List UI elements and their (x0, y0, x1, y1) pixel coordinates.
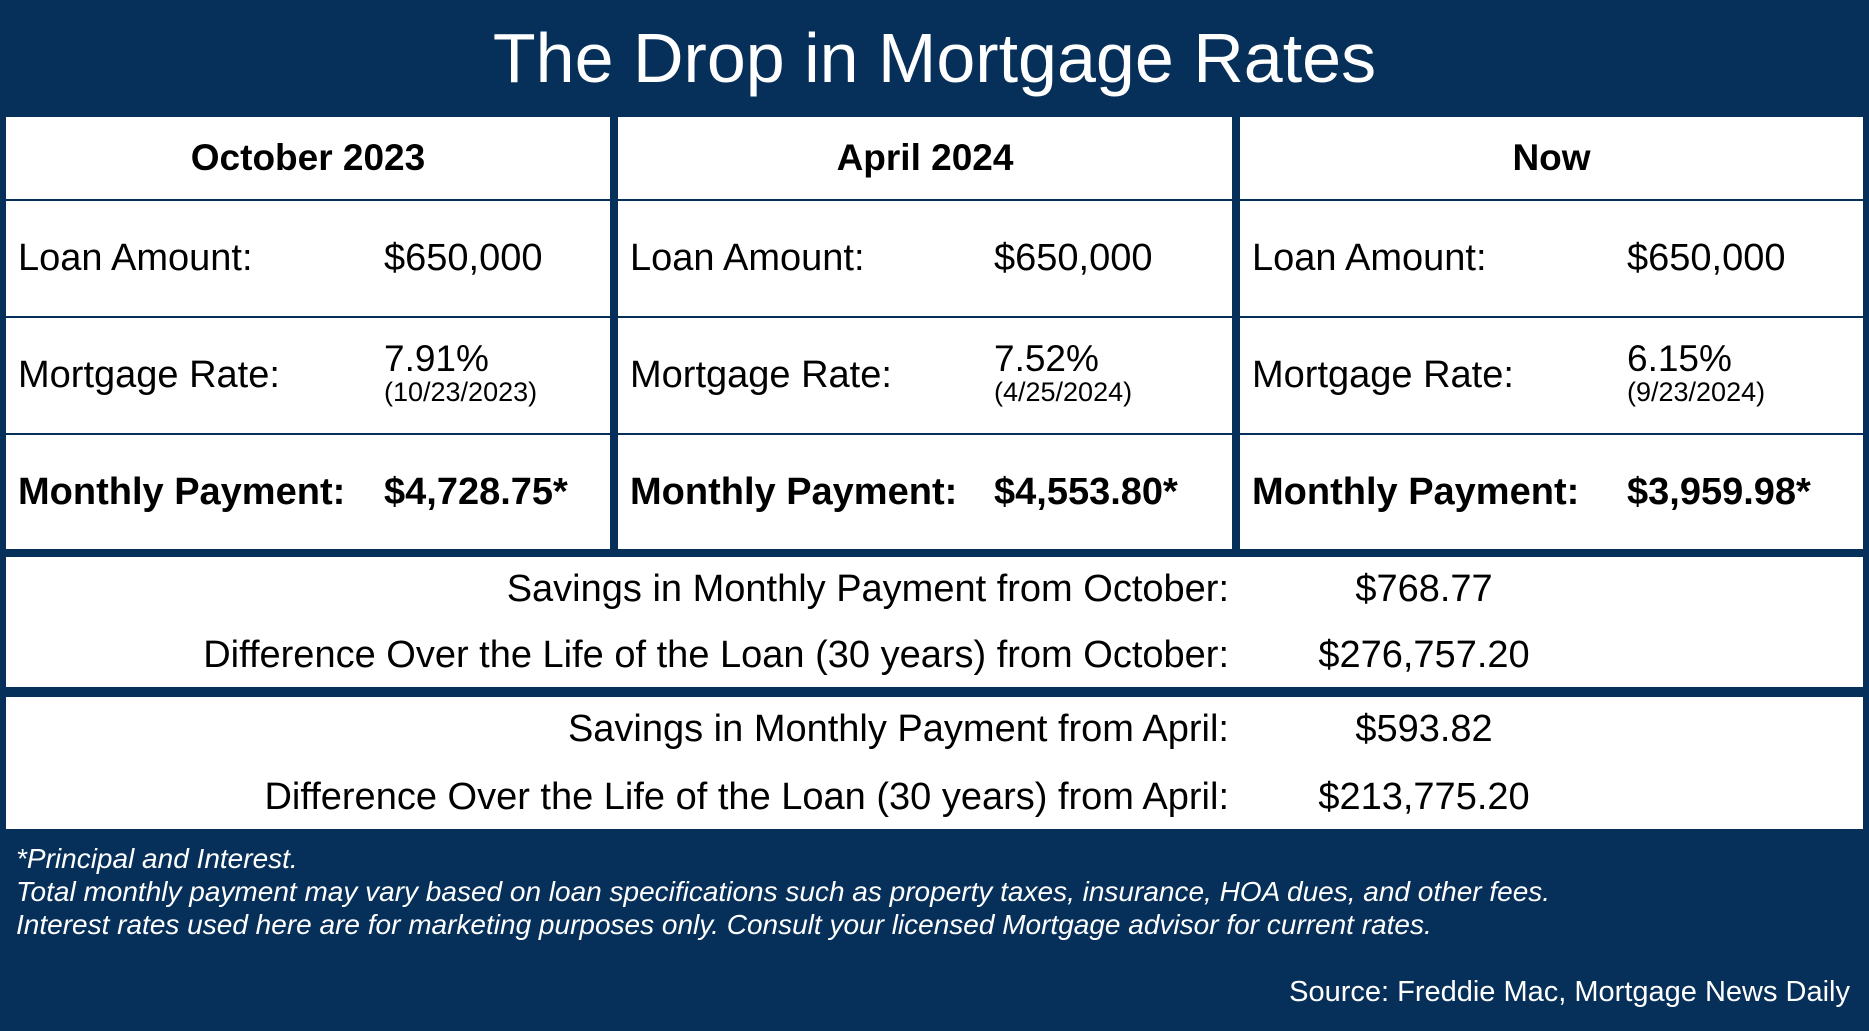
mortgage-rate-date: (10/23/2023) (384, 377, 538, 407)
monthly-payment-row: Monthly Payment: $4,553.80* (618, 435, 1232, 550)
loan-amount-value: $650,000 (1627, 237, 1786, 279)
summary-from-october: Savings in Monthly Payment from October:… (6, 557, 1863, 687)
footnote-line: *Principal and Interest. (16, 843, 298, 874)
column-october-2023: October 2023 Loan Amount: $650,000 Mortg… (6, 117, 610, 549)
loan-amount-value: $650,000 (994, 237, 1153, 279)
savings-value: $593.82 (1355, 708, 1493, 750)
difference-value: $213,775.20 (1318, 776, 1530, 818)
divider (1240, 199, 1863, 201)
column-heading: Now (1512, 137, 1591, 178)
loan-amount-row: Loan Amount: $650,000 (1240, 201, 1863, 316)
column-heading: October 2023 (190, 137, 426, 178)
monthly-payment-value: $4,553.80* (994, 471, 1178, 513)
loan-amount-row: Loan Amount: $650,000 (618, 201, 1232, 316)
footnote: *Principal and Interest. Total monthly p… (16, 842, 1856, 941)
divider (618, 433, 1232, 435)
source-credit: Source: Freddie Mac, Mortgage News Daily (1289, 976, 1850, 1008)
mortgage-rate-value: 7.91% (384, 338, 489, 379)
loan-amount-value: $650,000 (384, 237, 543, 279)
monthly-payment-value: $3,959.98* (1627, 471, 1811, 513)
monthly-payment-label: Monthly Payment: (18, 471, 346, 513)
mortgage-rate-label: Mortgage Rate: (18, 354, 280, 396)
savings-label: Savings in Monthly Payment from October: (506, 568, 1229, 610)
mortgage-rate-row: Mortgage Rate: 7.52% (4/25/2024) (618, 318, 1232, 433)
monthly-payment-label: Monthly Payment: (630, 471, 958, 513)
difference-row: Difference Over the Life of the Loan (30… (6, 765, 1863, 829)
mortgage-rate-row: Mortgage Rate: 6.15% (9/23/2024) (1240, 318, 1863, 433)
divider (618, 316, 1232, 318)
divider (6, 316, 610, 318)
savings-label: Savings in Monthly Payment from April: (567, 708, 1229, 750)
mortgage-rate-block: 6.15% (9/23/2024) (1627, 340, 1765, 406)
loan-amount-label: Loan Amount: (630, 237, 865, 279)
loan-amount-row: Loan Amount: $650,000 (6, 201, 610, 316)
loan-amount-label: Loan Amount: (1252, 237, 1487, 279)
summary-from-april: Savings in Monthly Payment from April: $… (6, 697, 1863, 829)
divider (1240, 433, 1863, 435)
column-heading: April 2024 (836, 137, 1014, 178)
savings-row: Savings in Monthly Payment from April: $… (6, 697, 1863, 761)
savings-row: Savings in Monthly Payment from October:… (6, 557, 1863, 621)
mortgage-rate-value: 7.52% (994, 338, 1099, 379)
mortgage-rate-block: 7.91% (10/23/2023) (384, 340, 537, 406)
divider (1240, 316, 1863, 318)
savings-value: $768.77 (1355, 568, 1493, 610)
column-april-2024: April 2024 Loan Amount: $650,000 Mortgag… (618, 117, 1232, 549)
mortgage-rate-block: 7.52% (4/25/2024) (994, 340, 1132, 406)
divider (6, 433, 610, 435)
difference-label: Difference Over the Life of the Loan (30… (203, 634, 1229, 676)
divider (618, 199, 1232, 201)
divider (6, 199, 610, 201)
monthly-payment-row: Monthly Payment: $4,728.75* (6, 435, 610, 550)
column-now: Now Loan Amount: $650,000 Mortgage Rate:… (1240, 117, 1863, 549)
mortgage-rate-date: (4/25/2024) (994, 377, 1133, 407)
difference-label: Difference Over the Life of the Loan (30… (264, 776, 1229, 818)
page-title: The Drop in Mortgage Rates (492, 19, 1377, 97)
loan-amount-label: Loan Amount: (18, 237, 253, 279)
mortgage-rate-label: Mortgage Rate: (1252, 354, 1514, 396)
monthly-payment-row: Monthly Payment: $3,959.98* (1240, 435, 1863, 550)
difference-value: $276,757.20 (1318, 634, 1530, 676)
monthly-payment-label: Monthly Payment: (1252, 471, 1580, 513)
footnote-line: Total monthly payment may vary based on … (16, 876, 1551, 907)
mortgage-rate-value: 6.15% (1627, 338, 1732, 379)
difference-row: Difference Over the Life of the Loan (30… (6, 623, 1863, 687)
mortgage-rate-label: Mortgage Rate: (630, 354, 892, 396)
mortgage-rate-row: Mortgage Rate: 7.91% (10/23/2023) (6, 318, 610, 433)
monthly-payment-value: $4,728.75* (384, 471, 568, 513)
footnote-line: Interest rates used here are for marketi… (16, 909, 1432, 940)
mortgage-rate-date: (9/23/2024) (1627, 377, 1766, 407)
